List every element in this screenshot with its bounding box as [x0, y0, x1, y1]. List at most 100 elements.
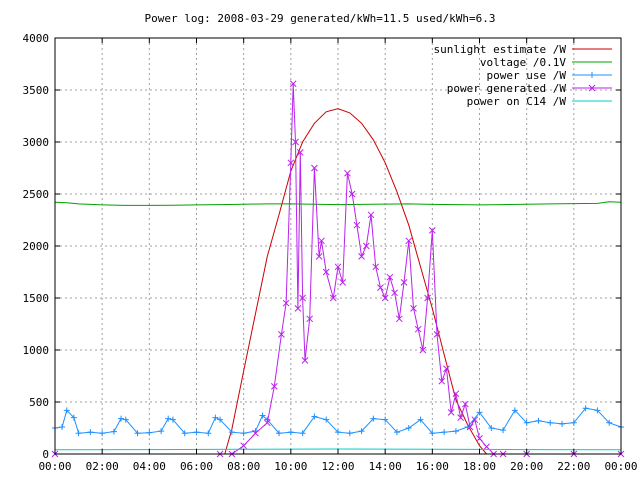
- data-point: [292, 138, 299, 146]
- data-point: [393, 429, 400, 436]
- data-point: [547, 419, 554, 426]
- data-point: [346, 430, 353, 437]
- data-point: [270, 383, 278, 390]
- data-point: [414, 325, 422, 333]
- data-point: [405, 237, 413, 245]
- x-tick-label: 18:00: [463, 460, 496, 473]
- data-point: [322, 268, 330, 276]
- legend-label: voltage /0.1V: [480, 56, 566, 69]
- data-point: [594, 407, 601, 414]
- data-point: [372, 263, 380, 271]
- y-tick-label: 0: [42, 448, 49, 461]
- data-point: [158, 428, 165, 435]
- y-tick-label: 3000: [23, 136, 50, 149]
- data-point: [452, 428, 459, 435]
- data-point: [311, 164, 318, 172]
- data-point: [193, 429, 200, 436]
- data-point: [382, 416, 389, 423]
- data-point: [75, 430, 82, 437]
- data-point: [169, 416, 176, 423]
- data-point: [287, 429, 294, 436]
- y-tick-label: 500: [29, 396, 49, 409]
- x-tick-label: 20:00: [510, 460, 543, 473]
- data-point: [348, 190, 356, 198]
- data-point: [299, 294, 306, 302]
- series-4: [51, 80, 625, 458]
- data-point: [500, 427, 507, 434]
- data-point: [466, 423, 474, 431]
- data-point: [559, 420, 566, 427]
- data-point: [205, 430, 212, 437]
- data-point: [461, 400, 469, 408]
- axes: 00:00 02:00 04:00 06:00 08:00 10:00 12:00 14:00…: [23, 32, 638, 473]
- data-point: [417, 416, 424, 423]
- x-tick-label: 08:00: [227, 460, 260, 473]
- grid: [55, 38, 621, 454]
- data-point: [339, 279, 347, 286]
- data-point: [212, 414, 219, 421]
- data-point: [400, 279, 408, 286]
- series-2: [54, 201, 622, 206]
- legend-label: sunlight estimate /W: [434, 43, 567, 56]
- data-point: [299, 430, 306, 437]
- data-point: [476, 435, 483, 442]
- data-point: [386, 273, 394, 281]
- data-point: [99, 430, 106, 437]
- data-point: [63, 407, 70, 414]
- legend-label: power on C14 /W: [467, 95, 567, 108]
- data-point: [329, 294, 337, 302]
- legend-label: power use /W: [487, 69, 567, 82]
- data-point: [165, 415, 172, 422]
- x-tick-label: 14:00: [369, 460, 402, 473]
- data-point: [370, 415, 377, 422]
- data-point: [306, 315, 314, 323]
- data-point: [410, 305, 417, 312]
- x-tick-label: 02:00: [86, 460, 119, 473]
- x-tick-label: 10:00: [274, 460, 307, 473]
- data-point: [471, 416, 479, 424]
- series-line: [224, 108, 487, 455]
- data-point: [362, 242, 370, 250]
- data-point: [294, 305, 302, 312]
- data-point: [589, 72, 595, 78]
- data-point: [588, 84, 596, 92]
- series-layer: [51, 80, 625, 458]
- data-point: [488, 425, 495, 431]
- data-point: [315, 253, 323, 260]
- data-point: [523, 419, 530, 426]
- x-tick-label: 04:00: [133, 460, 166, 473]
- data-point: [318, 237, 325, 245]
- data-point: [252, 429, 259, 437]
- x-tick-label: 22:00: [557, 460, 590, 473]
- data-point: [441, 429, 448, 436]
- y-tick-label: 4000: [23, 32, 50, 45]
- data-point: [395, 315, 403, 323]
- data-point: [443, 365, 450, 373]
- data-point: [353, 221, 361, 229]
- data-point: [181, 430, 188, 437]
- data-point: [276, 430, 283, 437]
- data-point: [476, 409, 483, 416]
- data-point: [570, 419, 577, 426]
- data-point: [263, 419, 271, 427]
- x-tick-label: 00:00: [38, 460, 71, 473]
- data-point: [405, 425, 412, 431]
- series-line: [54, 201, 622, 206]
- data-point: [582, 405, 589, 412]
- data-point: [146, 429, 153, 436]
- data-point: [447, 409, 455, 416]
- data-point: [429, 430, 436, 437]
- x-tick-label: 00:00: [604, 460, 637, 473]
- data-point: [122, 416, 129, 423]
- x-tick-label: 06:00: [180, 460, 213, 473]
- data-point: [311, 413, 318, 420]
- data-point: [433, 331, 441, 338]
- data-point: [118, 415, 125, 422]
- data-point: [259, 412, 266, 419]
- y-tick-label: 3500: [23, 84, 50, 97]
- data-point: [217, 416, 224, 423]
- data-point: [70, 414, 77, 421]
- data-point: [606, 419, 613, 426]
- data-point: [391, 289, 398, 297]
- data-point: [87, 429, 94, 436]
